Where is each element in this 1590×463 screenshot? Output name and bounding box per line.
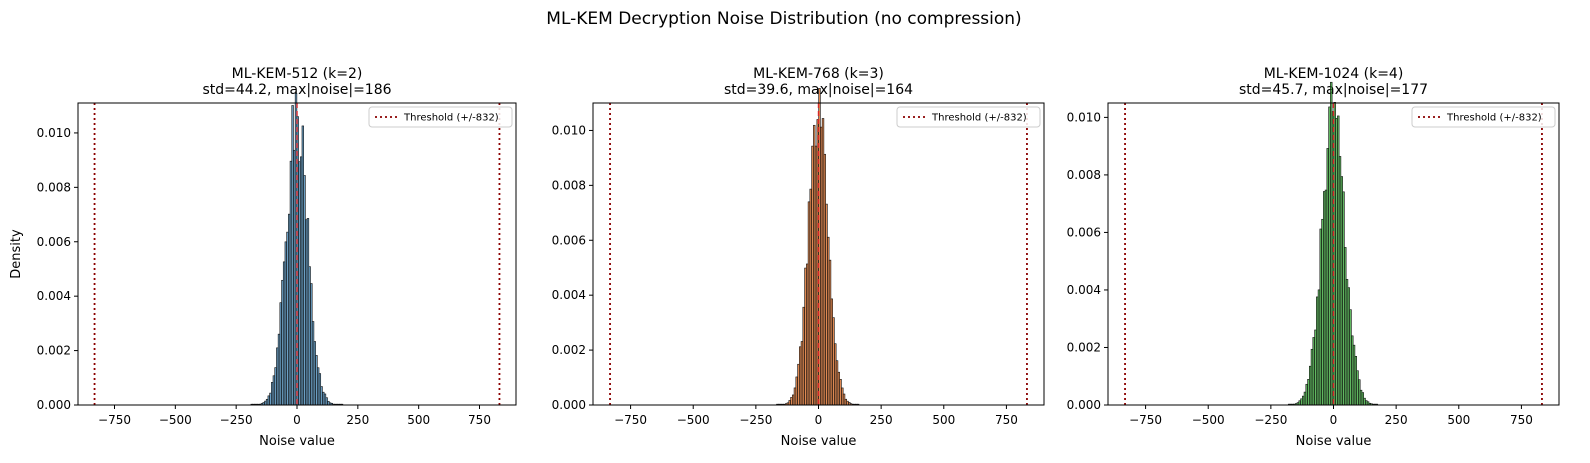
x-tick-label: −250 xyxy=(739,413,772,427)
chart-title-line2: std=45.7, max|noise|=177 xyxy=(1239,82,1428,98)
x-tick-label: 500 xyxy=(407,413,430,427)
chart-panel: ML-KEM-512 (k=2)std=44.2, max|noise|=186… xyxy=(9,66,517,449)
y-tick-label: 0.008 xyxy=(1067,168,1101,182)
y-tick-label: 0.002 xyxy=(552,343,586,357)
chart-title-line1: ML-KEM-768 (k=3) xyxy=(753,66,884,82)
chart-title-line1: ML-KEM-1024 (k=4) xyxy=(1264,66,1404,82)
y-tick-label: 0.006 xyxy=(552,233,586,247)
y-tick-label: 0.000 xyxy=(1067,398,1101,412)
y-tick-label: 0.000 xyxy=(552,398,586,412)
chart-title-line1: ML-KEM-512 (k=2) xyxy=(232,66,363,82)
chart-panel: ML-KEM-1024 (k=4)std=45.7, max|noise|=17… xyxy=(1067,66,1560,449)
figure-suptitle: ML-KEM Decryption Noise Distribution (no… xyxy=(546,9,1021,29)
x-tick-label: 0 xyxy=(815,413,823,427)
legend-threshold-label: Threshold (+/-832) xyxy=(403,113,499,124)
x-axis-label: Noise value xyxy=(259,434,335,449)
y-tick-label: 0.008 xyxy=(37,180,71,194)
y-tick-label: 0.004 xyxy=(552,288,586,302)
x-tick-label: 500 xyxy=(1447,413,1470,427)
x-tick-label: −250 xyxy=(1254,413,1287,427)
x-tick-label: 0 xyxy=(293,413,301,427)
x-tick-label: 750 xyxy=(1510,413,1533,427)
x-tick-label: 250 xyxy=(346,413,369,427)
y-tick-label: 0.008 xyxy=(552,178,586,192)
legend-box xyxy=(896,106,1041,128)
x-tick-label: 500 xyxy=(932,413,955,427)
y-tick-label: 0.002 xyxy=(37,344,71,358)
x-tick-label: 250 xyxy=(1385,413,1408,427)
x-tick-label: −500 xyxy=(1192,413,1225,427)
x-tick-label: −750 xyxy=(98,413,131,427)
x-tick-label: −750 xyxy=(1129,413,1162,427)
x-tick-label: 250 xyxy=(870,413,893,427)
legend-box xyxy=(1411,106,1556,128)
legend: Threshold (+/-832) xyxy=(368,106,513,128)
x-tick-label: 750 xyxy=(468,413,491,427)
x-axis-label: Noise value xyxy=(781,434,857,449)
y-tick-label: 0.004 xyxy=(37,289,71,303)
x-tick-label: −500 xyxy=(159,413,192,427)
y-axis-label: Density xyxy=(9,229,24,279)
legend-box xyxy=(368,106,513,128)
y-tick-label: 0.004 xyxy=(1067,283,1101,297)
y-tick-label: 0.010 xyxy=(1067,110,1101,124)
x-tick-label: −500 xyxy=(677,413,710,427)
x-axis-label: Noise value xyxy=(1296,434,1372,449)
y-tick-label: 0.006 xyxy=(1067,225,1101,239)
legend: Threshold (+/-832) xyxy=(1411,106,1556,128)
legend-threshold-label: Threshold (+/-832) xyxy=(931,113,1027,124)
y-tick-label: 0.000 xyxy=(37,398,71,412)
y-tick-label: 0.010 xyxy=(37,126,71,140)
chart-panel: ML-KEM-768 (k=3)std=39.6, max|noise|=164… xyxy=(552,66,1045,449)
x-tick-label: 750 xyxy=(995,413,1018,427)
y-tick-label: 0.002 xyxy=(1067,340,1101,354)
chart-title-line2: std=44.2, max|noise|=186 xyxy=(202,82,391,98)
x-tick-label: 0 xyxy=(1330,413,1338,427)
y-tick-label: 0.006 xyxy=(37,235,71,249)
x-tick-label: −250 xyxy=(220,413,253,427)
x-tick-label: −750 xyxy=(614,413,647,427)
legend-threshold-label: Threshold (+/-832) xyxy=(1446,113,1542,124)
y-tick-label: 0.010 xyxy=(552,123,586,137)
legend: Threshold (+/-832) xyxy=(896,106,1041,128)
